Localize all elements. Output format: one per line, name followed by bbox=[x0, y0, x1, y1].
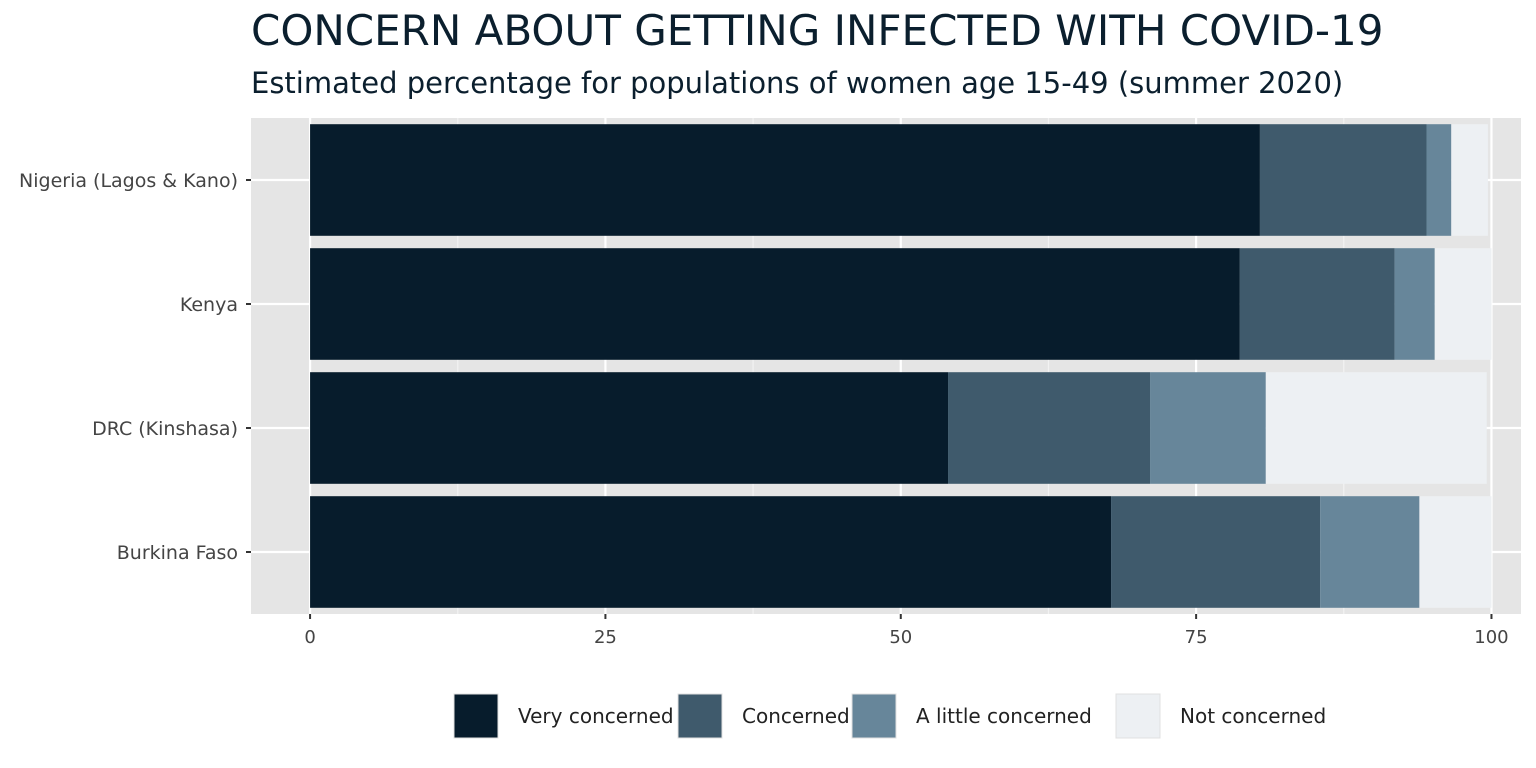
bar-segment bbox=[1451, 124, 1488, 236]
x-tick-label: 0 bbox=[304, 627, 315, 648]
bar-segment bbox=[1150, 372, 1266, 484]
legend-label: Not concerned bbox=[1180, 704, 1326, 728]
chart-title: CONCERN ABOUT GETTING INFECTED WITH COVI… bbox=[251, 6, 1384, 55]
legend-key bbox=[677, 693, 723, 739]
bar-segment bbox=[1426, 124, 1452, 236]
x-tick-label: 75 bbox=[1185, 627, 1208, 648]
bar-segment bbox=[310, 124, 1260, 236]
bar-segment bbox=[310, 372, 949, 484]
y-tick-label: Nigeria (Lagos & Kano) bbox=[19, 170, 238, 192]
chart-subtitle: Estimated percentage for populations of … bbox=[251, 66, 1344, 100]
bar-segment bbox=[1111, 496, 1321, 608]
bar-segment bbox=[1419, 496, 1492, 608]
legend-label: Concerned bbox=[742, 704, 850, 728]
legend-item: Not concerned bbox=[1115, 693, 1326, 739]
bars-layer bbox=[310, 124, 1492, 608]
y-tick-label: Kenya bbox=[180, 294, 238, 316]
x-tick-label: 25 bbox=[594, 627, 617, 648]
bar-segment bbox=[1259, 124, 1427, 236]
bar-segment bbox=[310, 248, 1240, 360]
bar-segment bbox=[1239, 248, 1395, 360]
y-axis: Nigeria (Lagos & Kano) Kenya DRC (Kinshasa… bbox=[19, 170, 251, 564]
legend-label: Very concerned bbox=[518, 704, 674, 728]
bar-segment bbox=[948, 372, 1151, 484]
legend-item: A little concerned bbox=[851, 693, 1092, 739]
bar-segment bbox=[1434, 248, 1492, 360]
x-axis: 0 25 50 75 100 bbox=[304, 614, 1509, 648]
x-tick-label: 100 bbox=[1474, 627, 1508, 648]
legend-label: A little concerned bbox=[916, 704, 1092, 728]
bar-segment bbox=[1265, 372, 1487, 484]
legend-key bbox=[851, 693, 897, 739]
bar-segment bbox=[1394, 248, 1435, 360]
y-tick-label: Burkina Faso bbox=[117, 542, 238, 564]
bar-segment bbox=[310, 496, 1112, 608]
y-tick-label: DRC (Kinshasa) bbox=[92, 418, 238, 440]
legend-item: Very concerned bbox=[453, 693, 674, 739]
bar-segment bbox=[1320, 496, 1420, 608]
legend-key bbox=[1115, 693, 1161, 739]
legend-key bbox=[453, 693, 499, 739]
legend: Very concerned Concerned A little concerne… bbox=[453, 693, 1326, 739]
x-tick-label: 50 bbox=[889, 627, 912, 648]
legend-item: Concerned bbox=[677, 693, 850, 739]
